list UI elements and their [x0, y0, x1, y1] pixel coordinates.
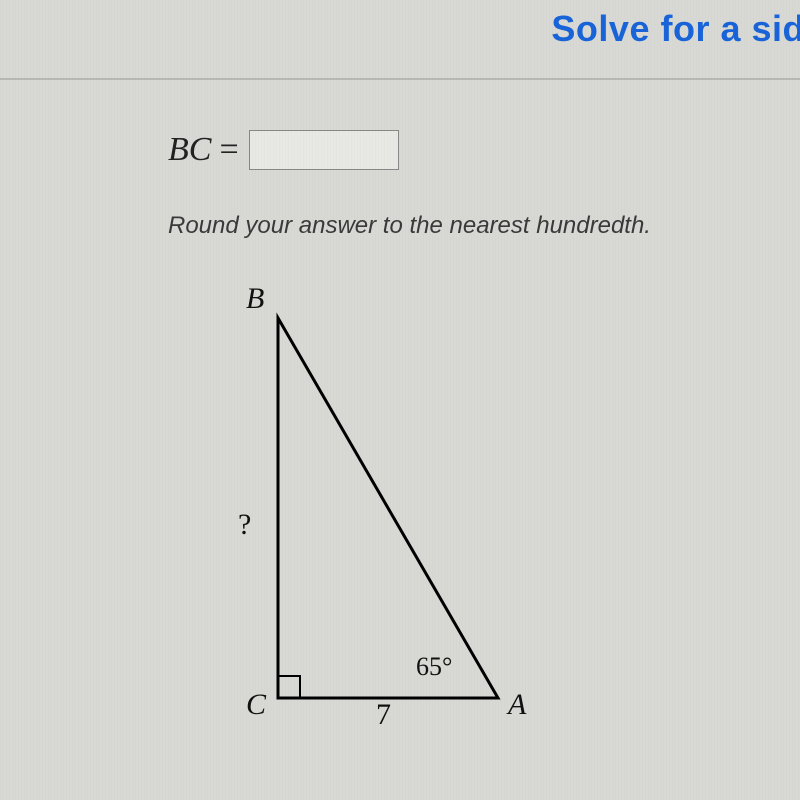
equation-equals: = — [219, 131, 238, 169]
bottom-side-label: 7 — [376, 698, 391, 732]
answer-input[interactable] — [249, 130, 399, 170]
triangle-shape — [278, 318, 498, 698]
page-title: Solve for a sid — [551, 8, 800, 50]
right-angle-marker — [278, 676, 300, 698]
equation-variable: BC — [168, 131, 211, 169]
vertex-b-label: B — [246, 282, 264, 316]
unknown-side-label: ? — [238, 508, 251, 542]
triangle-diagram: B C A ? 65° 7 — [228, 290, 578, 730]
vertex-c-label: C — [246, 688, 266, 722]
angle-label: 65° — [416, 652, 452, 682]
header-region: Solve for a sid — [0, 0, 800, 80]
instruction-text: Round your answer to the nearest hundred… — [168, 212, 800, 240]
content-area: BC = Round your answer to the nearest hu… — [0, 80, 800, 730]
triangle-svg — [228, 290, 578, 730]
equation-row: BC = — [168, 130, 800, 170]
vertex-a-label: A — [508, 688, 526, 722]
